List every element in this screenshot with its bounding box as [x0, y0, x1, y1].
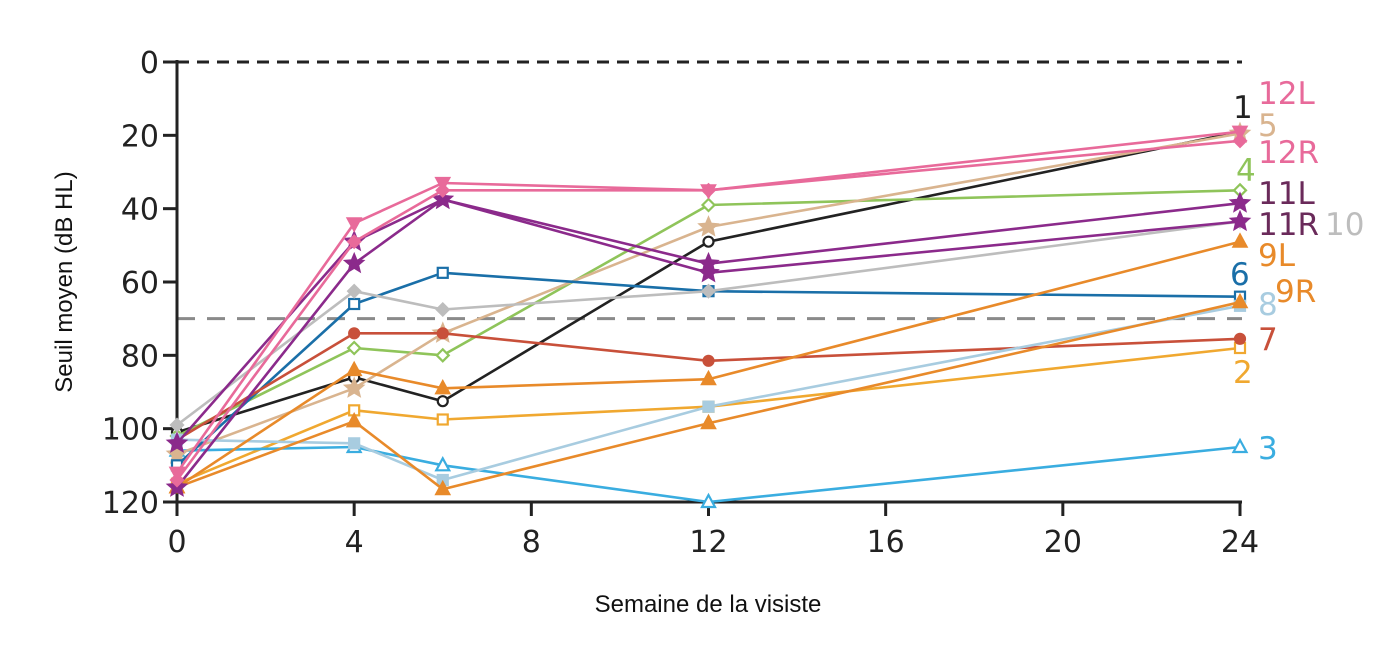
data-point-marker [1231, 292, 1249, 309]
y-tick-label: 20 [121, 119, 159, 154]
series-label-3: 3 [1258, 431, 1278, 467]
series-label-2: 2 [1233, 355, 1253, 391]
data-point-marker [431, 187, 454, 210]
x-tick-label: 24 [1221, 525, 1259, 560]
y-tick-label: 120 [102, 486, 159, 521]
x-tick-label: 8 [522, 525, 541, 560]
data-point-marker [345, 412, 363, 428]
y-axis-title: Seuil moyen (dB HL) [51, 171, 78, 392]
series-3 [168, 437, 1249, 509]
series-label-12L: 12L [1258, 76, 1315, 112]
series-label-11L: 11L [1258, 176, 1315, 212]
series-label-8: 8 [1258, 287, 1278, 323]
series-label-4: 4 [1236, 153, 1256, 189]
data-point-marker [165, 431, 189, 453]
series-12R [169, 133, 1248, 488]
data-point-marker [169, 472, 185, 488]
data-point-marker [1231, 125, 1249, 141]
data-point-marker [436, 395, 449, 408]
series-line [176, 304, 1241, 482]
data-point-marker [700, 492, 717, 509]
data-point-marker [1231, 437, 1249, 454]
series-label-6: 6 [1230, 257, 1250, 293]
x-tick-label: 16 [867, 525, 905, 560]
data-point-marker [434, 456, 452, 472]
data-point-marker [345, 217, 363, 233]
series-label-11R: 11R [1258, 207, 1319, 243]
data-point-marker [700, 413, 717, 430]
x-tick-label: 4 [345, 525, 364, 560]
series-line [176, 271, 1241, 467]
data-point-marker [346, 283, 362, 299]
data-point-marker [436, 266, 449, 279]
y-tick-label: 60 [121, 266, 159, 301]
data-point-marker [436, 327, 449, 340]
data-point-marker [342, 376, 366, 398]
data-point-marker [346, 234, 362, 250]
y-tick-label: 100 [102, 413, 159, 448]
series-label-9R: 9R [1275, 274, 1316, 310]
series-label-9L: 9L [1258, 238, 1296, 274]
data-point-marker [342, 251, 366, 274]
data-point-marker [700, 283, 717, 299]
data-point-marker [345, 360, 363, 377]
y-tick-label: 40 [121, 193, 159, 228]
x-axis-title: Semaine de la visiste [595, 591, 822, 618]
data-point-marker [348, 297, 361, 311]
data-point-marker [434, 379, 452, 395]
data-point-marker [697, 260, 720, 283]
data-point-marker [1228, 209, 1252, 232]
data-point-marker [700, 197, 717, 213]
x-tick-label: 12 [689, 525, 727, 560]
data-point-marker [1231, 232, 1249, 248]
data-point-marker [434, 479, 452, 496]
series-label-7: 7 [1258, 322, 1278, 358]
x-tick-label: 0 [167, 525, 186, 560]
data-point-marker [435, 182, 451, 198]
data-point-marker [702, 400, 715, 413]
data-point-marker [1232, 133, 1248, 149]
data-point-marker [697, 215, 720, 237]
y-tick-label: 0 [140, 46, 159, 81]
series-label-12R: 12R [1258, 135, 1319, 171]
data-point-marker [1228, 191, 1252, 213]
series-11R [165, 187, 1252, 453]
data-point-marker [1233, 332, 1247, 345]
series-label-5: 5 [1258, 108, 1278, 144]
series-label-1: 1 [1233, 90, 1253, 126]
y-tick-label: 80 [121, 339, 159, 374]
data-point-marker [700, 182, 717, 198]
data-point-marker [348, 327, 361, 340]
series-label-10: 10 [1325, 207, 1364, 243]
data-point-marker [435, 301, 451, 318]
data-point-marker [700, 369, 717, 386]
series-8 [170, 299, 1247, 487]
data-point-marker [436, 413, 449, 426]
data-point-marker [702, 235, 715, 248]
data-point-marker [702, 354, 715, 367]
data-point-marker [348, 437, 361, 450]
data-point-marker [435, 347, 451, 363]
data-point-marker [169, 417, 185, 433]
data-point-marker [346, 340, 362, 356]
x-tick-label: 20 [1044, 525, 1082, 560]
